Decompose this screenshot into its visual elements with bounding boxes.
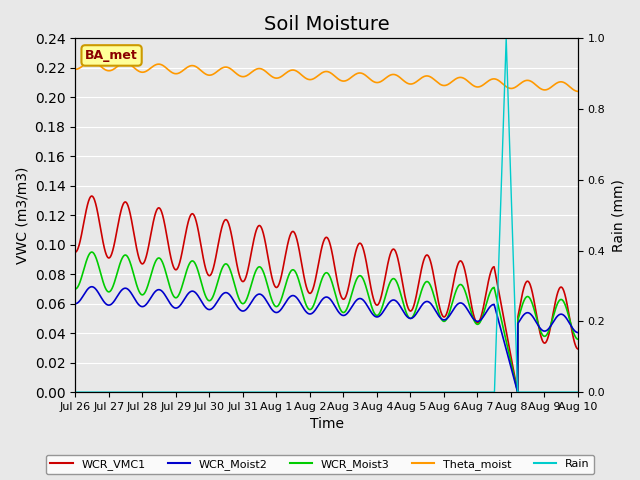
Title: Soil Moisture: Soil Moisture: [264, 15, 389, 34]
Y-axis label: VWC (m3/m3): VWC (m3/m3): [15, 167, 29, 264]
Y-axis label: Rain (mm): Rain (mm): [611, 179, 625, 252]
Legend: WCR_VMC1, WCR_Moist2, WCR_Moist3, Theta_moist, Rain: WCR_VMC1, WCR_Moist2, WCR_Moist3, Theta_…: [46, 455, 594, 474]
X-axis label: Time: Time: [310, 418, 344, 432]
Text: BA_met: BA_met: [85, 49, 138, 62]
